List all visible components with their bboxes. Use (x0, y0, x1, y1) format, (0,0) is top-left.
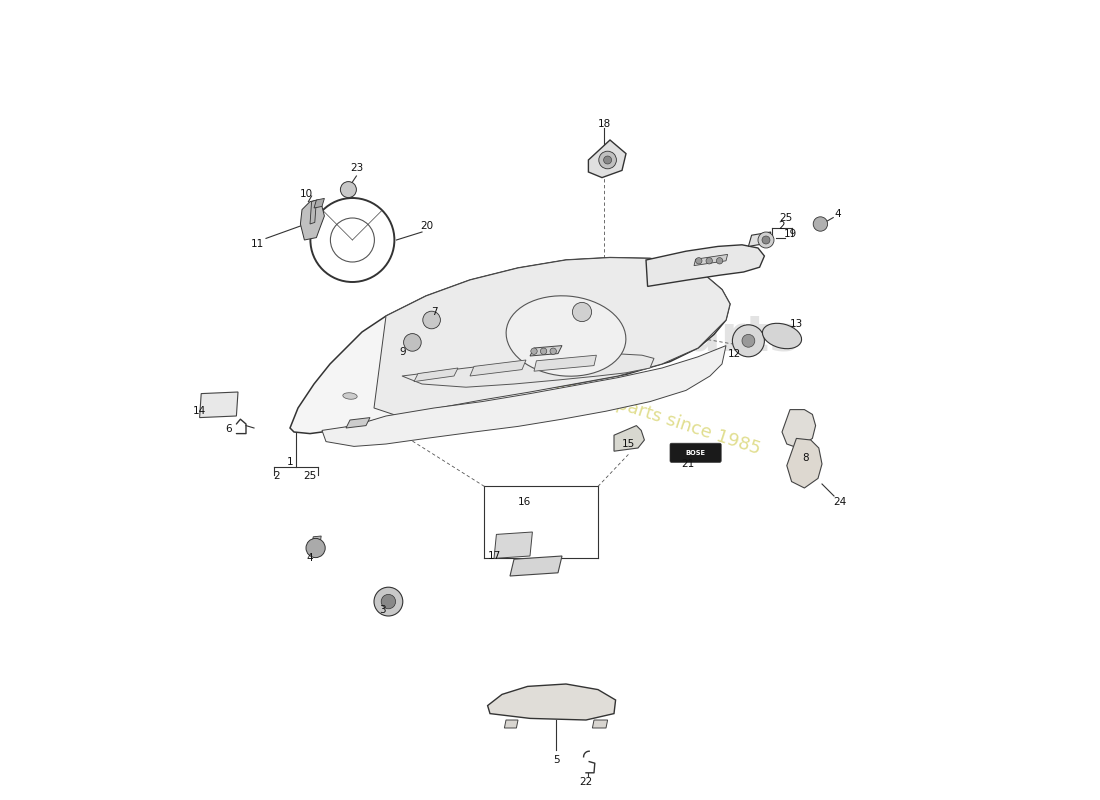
Text: euroParts: euroParts (524, 312, 800, 360)
Text: 9: 9 (399, 347, 406, 357)
Ellipse shape (506, 296, 626, 376)
Text: 18: 18 (597, 119, 611, 129)
Polygon shape (593, 720, 607, 728)
Text: 15: 15 (621, 439, 635, 449)
Text: 22: 22 (580, 778, 593, 787)
Polygon shape (786, 438, 822, 488)
Circle shape (733, 325, 764, 357)
Polygon shape (300, 200, 324, 240)
Ellipse shape (762, 323, 802, 349)
Circle shape (695, 258, 702, 264)
Circle shape (340, 182, 356, 198)
Polygon shape (290, 258, 730, 434)
Polygon shape (487, 684, 616, 720)
Text: 19: 19 (783, 229, 796, 238)
Text: 12: 12 (727, 350, 740, 359)
Polygon shape (374, 258, 730, 416)
Polygon shape (470, 360, 526, 376)
Text: 2: 2 (779, 221, 785, 230)
Text: BOSE: BOSE (685, 450, 705, 456)
Circle shape (374, 587, 403, 616)
Circle shape (422, 311, 440, 329)
Polygon shape (494, 532, 532, 558)
Circle shape (404, 334, 421, 351)
Text: 17: 17 (487, 551, 500, 561)
Text: 11: 11 (251, 239, 264, 249)
Circle shape (758, 232, 774, 248)
Text: 25: 25 (304, 471, 317, 481)
Polygon shape (311, 536, 321, 548)
Polygon shape (346, 418, 370, 428)
Text: 25: 25 (780, 213, 793, 222)
Polygon shape (402, 354, 654, 387)
Polygon shape (530, 346, 562, 356)
Text: 21: 21 (681, 459, 694, 469)
Text: 7: 7 (431, 307, 438, 317)
Polygon shape (588, 140, 626, 178)
Circle shape (598, 151, 616, 169)
Polygon shape (782, 410, 815, 448)
Text: 3: 3 (378, 605, 385, 614)
Polygon shape (510, 556, 562, 576)
Polygon shape (505, 720, 518, 728)
Polygon shape (199, 392, 238, 418)
Circle shape (813, 217, 827, 231)
Polygon shape (322, 346, 726, 446)
Circle shape (604, 156, 612, 164)
Text: 10: 10 (299, 189, 312, 198)
Text: 23: 23 (350, 163, 363, 173)
Circle shape (306, 538, 326, 558)
FancyBboxPatch shape (670, 443, 722, 462)
Polygon shape (534, 355, 596, 371)
Polygon shape (614, 426, 645, 451)
Text: 24: 24 (833, 498, 846, 507)
Text: 4: 4 (307, 553, 314, 562)
Text: a passion for parts since 1985: a passion for parts since 1985 (497, 358, 762, 458)
Circle shape (531, 348, 537, 354)
Text: 4: 4 (835, 210, 842, 219)
Polygon shape (310, 200, 317, 224)
Text: 5: 5 (553, 755, 560, 765)
Circle shape (742, 334, 755, 347)
Circle shape (540, 348, 547, 354)
Circle shape (762, 236, 770, 244)
Circle shape (706, 258, 713, 264)
Text: 6: 6 (226, 424, 232, 434)
Polygon shape (414, 368, 458, 382)
Text: 1: 1 (287, 457, 294, 466)
Ellipse shape (343, 393, 358, 399)
Circle shape (716, 258, 723, 264)
Text: 8: 8 (803, 453, 810, 462)
Text: 2: 2 (273, 471, 279, 481)
Circle shape (550, 348, 557, 354)
Text: 16: 16 (518, 497, 531, 506)
Polygon shape (314, 198, 324, 208)
Circle shape (382, 594, 396, 609)
Text: 20: 20 (420, 221, 433, 230)
Polygon shape (748, 232, 771, 246)
Text: 13: 13 (790, 319, 803, 329)
Polygon shape (694, 254, 727, 266)
Polygon shape (646, 245, 764, 286)
Text: 14: 14 (192, 406, 206, 416)
Circle shape (572, 302, 592, 322)
